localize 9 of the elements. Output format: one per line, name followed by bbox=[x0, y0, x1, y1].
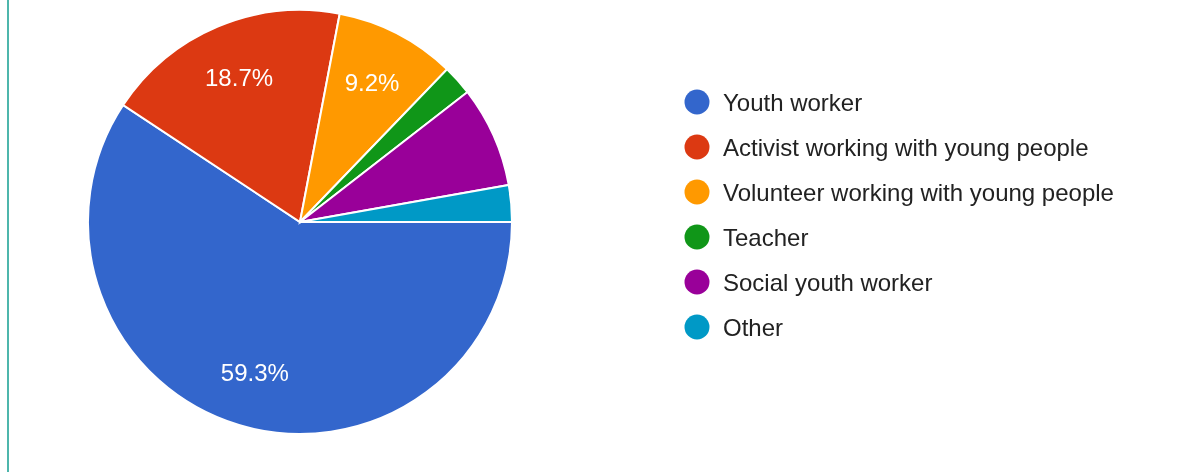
legend-label: Other bbox=[723, 313, 784, 341]
legend-label: Activist working with young people bbox=[723, 133, 1089, 161]
data-label: 9.2% bbox=[344, 69, 400, 97]
legend-label: Volunteer working with young people bbox=[723, 178, 1114, 206]
legend-label: Youth worker bbox=[723, 88, 863, 116]
legend-label: Social youth worker bbox=[723, 268, 933, 296]
legend-label: Teacher bbox=[723, 223, 809, 251]
data-label: 59.3% bbox=[220, 358, 289, 386]
data-label: 18.7% bbox=[205, 63, 274, 91]
